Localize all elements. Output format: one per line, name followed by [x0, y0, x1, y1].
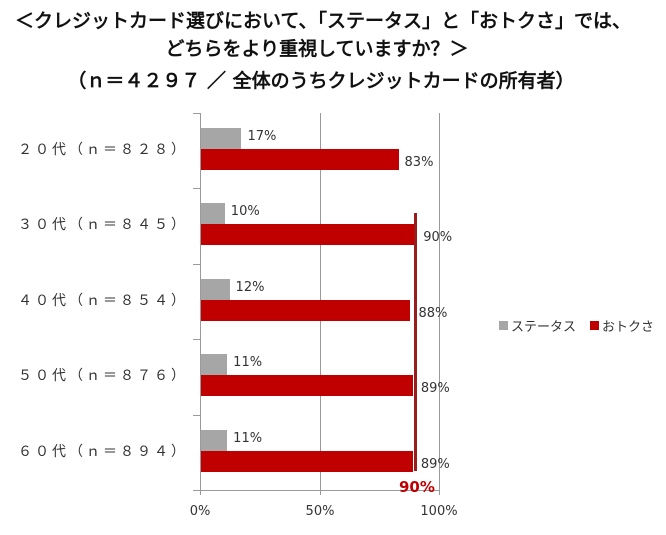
bar-otokusa [201, 224, 416, 246]
value-label: 11% [233, 430, 263, 446]
bar-status [201, 429, 228, 451]
x-axis [193, 490, 439, 491]
legend-swatch-gray [499, 321, 508, 330]
category-label: ３０代（ｎ＝８４５） [18, 217, 188, 234]
x-tick-label: 0% [189, 504, 211, 519]
category-label: ６０代（ｎ＝８９４） [18, 443, 188, 460]
value-label: 17% [247, 129, 277, 144]
y-tick [193, 414, 200, 416]
legend-item-status: ステータス [499, 316, 576, 335]
bar-otokusa [201, 299, 411, 321]
value-label: 12% [235, 279, 265, 295]
x-tick-label: 100% [420, 504, 458, 519]
chart-subtitle: （ｎ＝４２９７ ／ 全体のうちクレジットカードの所有者） [67, 70, 575, 92]
bar-otokusa [201, 375, 413, 397]
bar-status [201, 354, 228, 376]
legend-label: ステータス [511, 320, 577, 335]
gridline-100 [439, 113, 440, 490]
value-label: 88% [418, 305, 448, 321]
legend-swatch-red [590, 321, 600, 330]
bar-otokusa [201, 149, 399, 170]
bar-otokusa [201, 450, 413, 472]
category-label: ２０代（ｎ＝８２８） [18, 142, 188, 158]
x-tick [439, 490, 440, 495]
reference-line-90 [414, 213, 417, 471]
x-tick-label: 50% [305, 504, 335, 519]
bar-status [201, 203, 225, 225]
legend: ステータス おトクさ [499, 316, 654, 335]
value-label: 89% [420, 456, 450, 472]
y-tick [193, 113, 200, 114]
chart-title-line1: ＜クレジットカード選びにおいて、「ステータス」と「おトクさ」では、 [15, 10, 631, 32]
value-label: 83% [404, 155, 434, 170]
y-tick [193, 188, 200, 190]
category-label: ４０代（ｎ＝８５４） [18, 292, 188, 309]
x-tick [320, 490, 321, 495]
value-label: 90% [423, 230, 453, 246]
x-tick [200, 490, 201, 495]
value-label: 89% [420, 381, 450, 397]
bar-status [201, 278, 230, 300]
y-tick [193, 339, 200, 341]
legend-label: おトクさ [602, 320, 655, 335]
reference-label: 90% [399, 478, 435, 496]
value-label: 10% [230, 204, 260, 220]
chart-title-line2: どちらをより重視していますか？＞ [165, 38, 469, 60]
bar-status [201, 128, 242, 149]
legend-item-otokusa: おトクさ [590, 316, 654, 335]
category-label: ５０代（ｎ＝８７６） [18, 368, 188, 385]
y-axis [200, 113, 201, 490]
value-label: 11% [233, 355, 263, 371]
y-tick [193, 263, 200, 265]
